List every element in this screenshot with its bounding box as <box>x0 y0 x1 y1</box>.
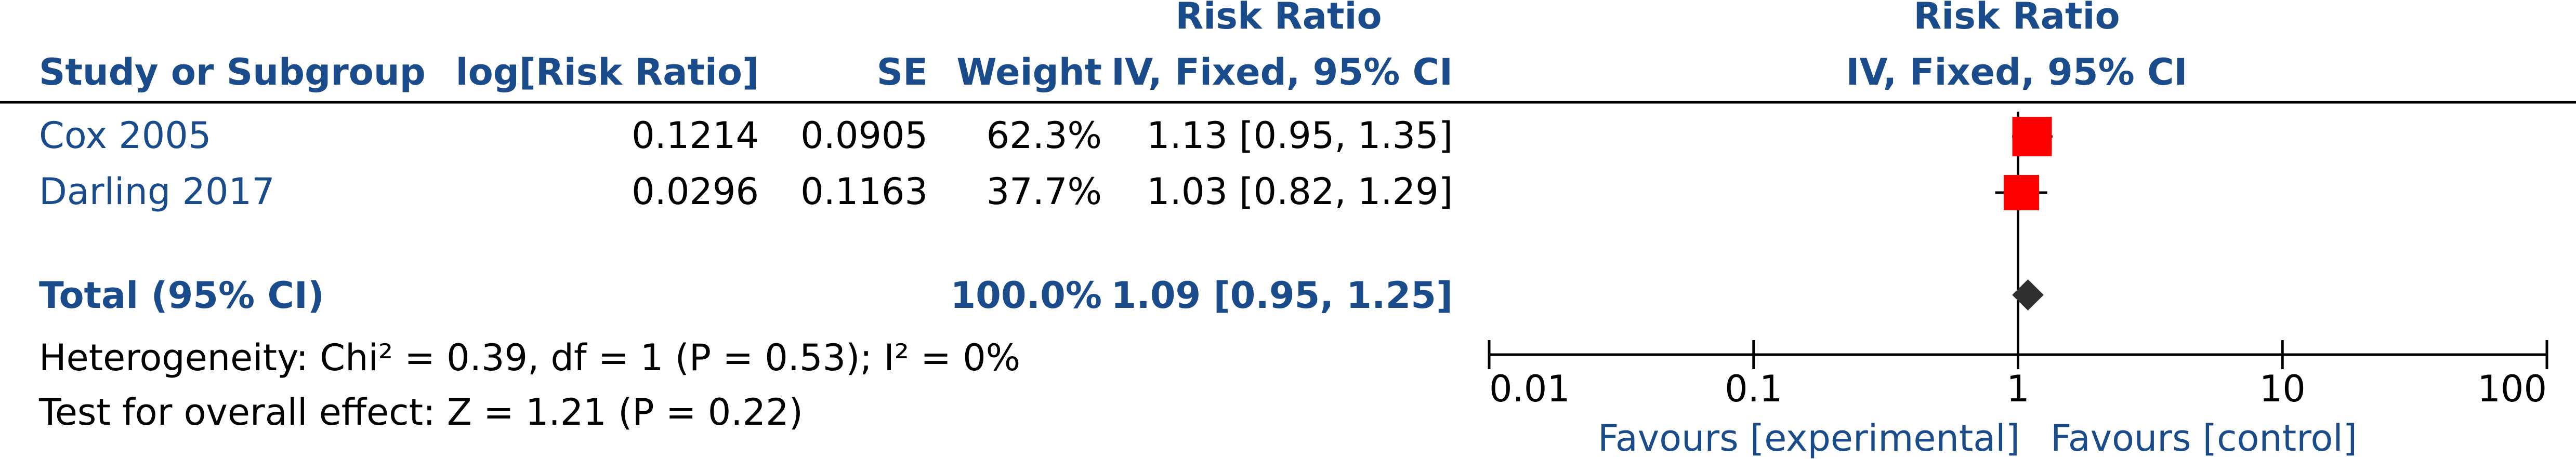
col-header-study: Study or Subgroup <box>39 51 426 93</box>
study-name: Cox 2005 <box>39 114 211 157</box>
x-tick-label: 0.01 <box>1489 368 1570 410</box>
col-header-se: SE <box>877 51 928 93</box>
table-row: Cox 2005 0.1214 0.0905 62.3% 1.13 [0.95,… <box>39 114 1453 157</box>
favours-experimental-label: Favours [experimental] <box>1598 417 2020 459</box>
col-header-ci: IV, Fixed, 95% CI <box>1111 51 1453 93</box>
x-tick-label: 10 <box>2259 368 2306 410</box>
ci-value: 1.13 [0.95, 1.35] <box>1147 114 1453 157</box>
col-header-plot-method: IV, Fixed, 95% CI <box>1846 51 2187 93</box>
log-rr-value: 0.0296 <box>632 170 759 213</box>
x-axis-ticks: 0.01 0.1 1 10 100 <box>1488 340 2548 410</box>
heterogeneity-text: Heterogeneity: Chi² = 0.39, df = 1 (P = … <box>39 336 1020 379</box>
col-header-log-rr: log[Risk Ratio] <box>456 51 759 93</box>
se-value: 0.0905 <box>800 114 928 157</box>
risk-ratio-title-right: Risk Ratio <box>1913 0 2120 37</box>
study-name: Darling 2017 <box>39 170 275 213</box>
ci-value: 1.03 [0.82, 1.29] <box>1147 170 1453 213</box>
total-ci: 1.09 [0.95, 1.25] <box>1111 274 1453 317</box>
study-markers <box>1995 117 2053 211</box>
x-tick-label: 1 <box>2006 368 2030 410</box>
study-marker <box>2004 174 2040 211</box>
x-tick-label: 0.1 <box>1725 368 1782 410</box>
risk-ratio-title-left: Risk Ratio <box>1175 0 1382 37</box>
col-header-weight: Weight <box>956 51 1102 93</box>
study-marker <box>2012 117 2052 156</box>
total-weight: 100.0% <box>950 274 1102 317</box>
log-rr-value: 0.1214 <box>632 114 759 157</box>
x-tick-label: 100 <box>2477 368 2547 410</box>
se-value: 0.1163 <box>800 170 928 213</box>
total-label: Total (95% CI) <box>39 274 324 317</box>
favours-control-label: Favours [control] <box>2051 417 2357 459</box>
table-row: Darling 2017 0.0296 0.1163 37.7% 1.03 [0… <box>39 170 1453 213</box>
total-row: Total (95% CI) 100.0% 1.09 [0.95, 1.25] <box>39 274 1453 317</box>
weight-value: 37.7% <box>987 170 1102 213</box>
pooled-diamond <box>2012 279 2044 310</box>
weight-value: 62.3% <box>987 114 1102 157</box>
overall-effect-text: Test for overall effect: Z = 1.21 (P = 0… <box>38 391 803 434</box>
